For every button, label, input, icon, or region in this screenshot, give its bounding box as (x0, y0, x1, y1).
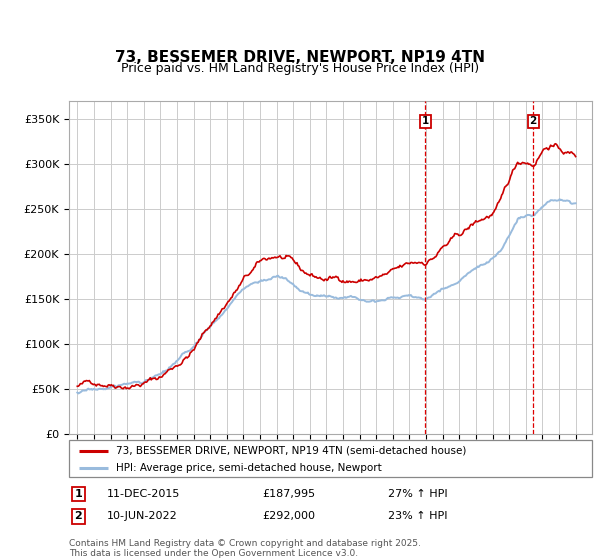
Text: HPI: Average price, semi-detached house, Newport: HPI: Average price, semi-detached house,… (116, 463, 382, 473)
FancyBboxPatch shape (69, 440, 592, 477)
Text: 23% ↑ HPI: 23% ↑ HPI (388, 511, 448, 521)
Text: 73, BESSEMER DRIVE, NEWPORT, NP19 4TN: 73, BESSEMER DRIVE, NEWPORT, NP19 4TN (115, 50, 485, 64)
Text: 1: 1 (422, 116, 429, 127)
Text: 2: 2 (74, 511, 82, 521)
Text: £292,000: £292,000 (263, 511, 316, 521)
Text: 27% ↑ HPI: 27% ↑ HPI (388, 489, 448, 499)
Text: 10-JUN-2022: 10-JUN-2022 (107, 511, 178, 521)
Text: Price paid vs. HM Land Registry's House Price Index (HPI): Price paid vs. HM Land Registry's House … (121, 62, 479, 76)
Text: 73, BESSEMER DRIVE, NEWPORT, NP19 4TN (semi-detached house): 73, BESSEMER DRIVE, NEWPORT, NP19 4TN (s… (116, 446, 466, 455)
Text: 2: 2 (530, 116, 537, 127)
Text: 1: 1 (74, 489, 82, 499)
Text: 11-DEC-2015: 11-DEC-2015 (107, 489, 180, 499)
Text: £187,995: £187,995 (263, 489, 316, 499)
Text: Contains HM Land Registry data © Crown copyright and database right 2025.
This d: Contains HM Land Registry data © Crown c… (69, 539, 421, 558)
